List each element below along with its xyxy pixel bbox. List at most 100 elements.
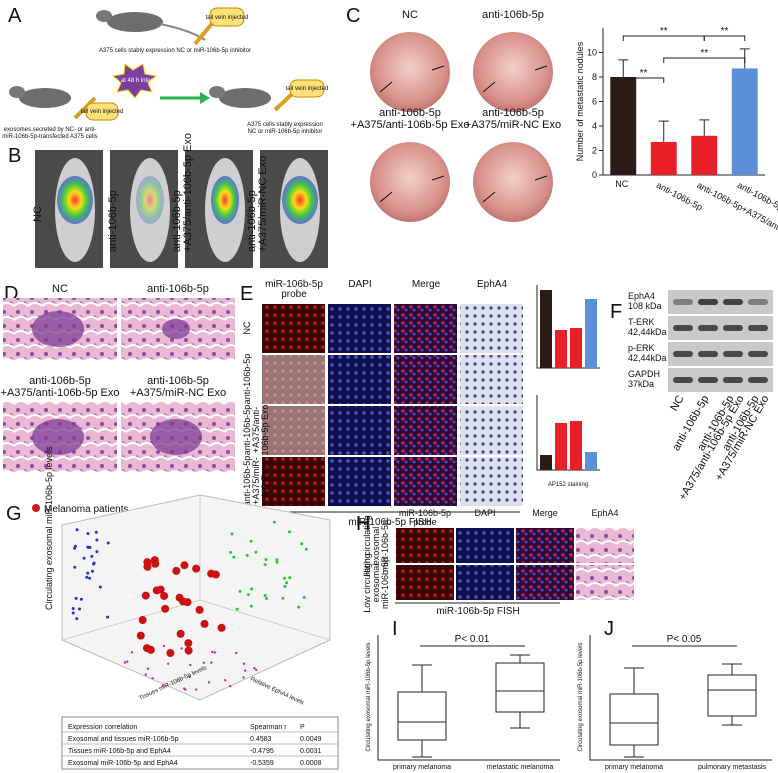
group-label: anti-106b-5p [482, 107, 544, 119]
panel-label: B [8, 145, 21, 167]
row-label: miR-106b-5p [380, 557, 390, 609]
scatter-dot [92, 561, 96, 565]
arrow [431, 65, 445, 71]
row-label: exosomal [371, 527, 381, 566]
arrow [534, 175, 548, 181]
scatter-dot [79, 597, 83, 601]
scatter-dot [188, 675, 191, 678]
scatter-dot [275, 560, 279, 564]
arrow [482, 81, 496, 93]
group-label: anti-106b-5p [107, 190, 119, 252]
table-cell: Expression correlation [68, 724, 137, 731]
table-cell: 0.0049 [300, 736, 322, 743]
bar [540, 455, 552, 470]
annotation: ** [640, 68, 648, 79]
scatter-dot [161, 684, 164, 688]
micrograph [516, 565, 574, 600]
scatter-dot [235, 607, 239, 611]
scatter-dot [195, 688, 198, 691]
box [495, 662, 545, 713]
group-label: +A375/anti-106b-5p Exo [1, 387, 120, 399]
micrograph [262, 304, 325, 353]
box [609, 693, 659, 746]
scatter-dot [287, 530, 291, 534]
mini-chart: AP152 staining [536, 285, 600, 488]
micrograph [460, 304, 523, 353]
scatter-dot [75, 617, 79, 621]
scatter-dot [304, 547, 308, 551]
axis-title: Circulating exosomal miR-106b-5p levels [366, 642, 372, 751]
scatter-dot [249, 539, 253, 543]
scatter-dot [95, 538, 99, 542]
band-label: p-ERK [628, 343, 655, 353]
scatter-dot [75, 528, 79, 532]
scatter-dot [275, 558, 279, 562]
y-tick-label: 4 [592, 121, 597, 131]
lung-photo [370, 142, 450, 222]
group-label: anti-106b-5p [147, 375, 209, 387]
bar [570, 421, 582, 470]
nodule [32, 419, 84, 455]
callout [289, 79, 325, 98]
group-label: anti-106b-5p [29, 375, 91, 387]
scatter-dot [242, 662, 246, 665]
group-label: NC [52, 283, 68, 295]
y-tick-label: 0 [592, 170, 597, 180]
scatter-dot [78, 607, 82, 611]
panel-label: G [6, 503, 22, 525]
scatter-dot [223, 679, 227, 682]
panel-label: E [240, 283, 253, 305]
scatter-dot [283, 584, 287, 588]
row-label: +A375/anti- [251, 407, 261, 453]
scatter-dot [85, 575, 89, 579]
scatter-dot [152, 586, 161, 595]
arrow [431, 175, 445, 181]
scatter-dot [166, 662, 170, 665]
nodule [32, 311, 84, 347]
tail [159, 23, 206, 41]
legend-label: Melanoma patients [44, 504, 129, 515]
table-cell: Exosomal and tissues miR-106b-5p [68, 736, 179, 743]
scatter-dot [249, 604, 253, 608]
row-label: anti-106b-5p [242, 354, 252, 405]
bar [650, 141, 677, 175]
bar [570, 328, 582, 368]
scatter-dot [141, 591, 150, 600]
row-label: anti-106b-5p [242, 405, 252, 456]
scatter-dot [161, 604, 170, 613]
table-cell: Exosomal miR-106b-5p and EphA4 [68, 760, 178, 767]
signal [211, 176, 239, 224]
scatter-dot [94, 530, 98, 534]
note: A375 cells stably expression NC or miR-1… [99, 48, 251, 54]
column-header: DAPI [348, 279, 371, 290]
band [723, 299, 743, 305]
mouse [209, 86, 225, 98]
group-label: anti-106b-5p [147, 283, 209, 295]
arrow [482, 191, 496, 203]
note: exosomes secreted by NC- or anti- [4, 127, 97, 133]
scatter-dot [180, 647, 183, 650]
micrograph [328, 355, 391, 404]
x-tick-label: primary melanoma [605, 764, 663, 771]
scatter-dot [162, 644, 166, 648]
scatter-dot [82, 556, 86, 560]
arrow [379, 81, 393, 93]
micrograph [576, 528, 634, 563]
bar [540, 290, 552, 368]
micrograph [394, 457, 457, 506]
scatter-dot [184, 646, 193, 655]
scatter-dot [192, 564, 201, 573]
scatter-dot [285, 581, 289, 585]
panel-label: C [346, 5, 360, 27]
group-label: +A375/anti-106b-5p Exo [351, 119, 470, 131]
scatter-dot [207, 569, 216, 578]
scatter-dot [254, 550, 258, 554]
scatter-dot [73, 544, 77, 548]
bar [585, 452, 597, 470]
note: tail vein injected [81, 109, 124, 115]
panel-g: G Melanoma patients Circulating exosomal… [6, 446, 339, 770]
scatter-dot [254, 668, 258, 672]
band-label: EphA4 [628, 291, 655, 301]
